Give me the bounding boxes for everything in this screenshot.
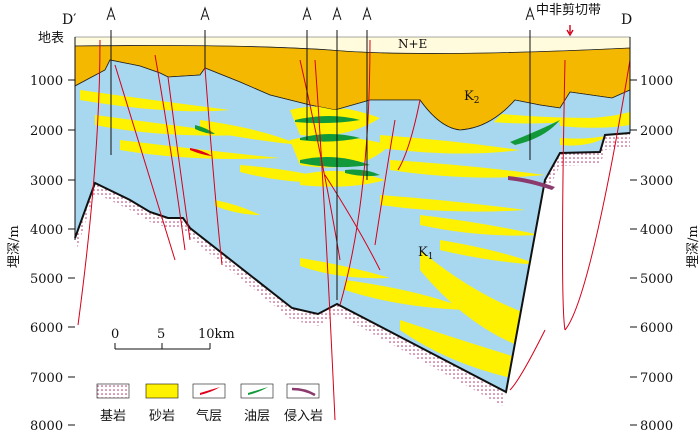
right-depth-ticks: 1000 2000 3000 4000 5000 6000 7000 8000 (640, 74, 673, 434)
k1-basin (74, 59, 631, 393)
bedrock-band-left (75, 183, 506, 406)
tick-right-8000: 8000 (640, 419, 673, 434)
right-axis-title: 埋深/m (686, 225, 700, 268)
intrusion-icon (291, 387, 316, 397)
k2-unit-label: K2 (464, 89, 479, 106)
tick-right-5000: 5000 (640, 272, 673, 287)
tick-right-2000: 2000 (640, 124, 673, 139)
scale-tick-5: 5 (157, 327, 165, 342)
tick-right-4000: 4000 (640, 223, 673, 238)
tick-left-5000: 5000 (30, 272, 63, 287)
faults (77, 39, 631, 421)
tick-left-8000: 8000 (30, 419, 63, 434)
legend-swatch-sand (145, 383, 179, 399)
oil-layers (195, 116, 560, 177)
legend-label-intrusion: 侵入岩 (284, 408, 323, 424)
tick-right-3000: 3000 (640, 174, 673, 189)
tick-right-6000: 6000 (640, 321, 673, 336)
sand-lenses (80, 90, 630, 380)
legend-label-gas: 气层 (196, 408, 222, 424)
gas-layer (190, 148, 212, 156)
scale-bar (114, 343, 211, 350)
tick-left-4000: 4000 (30, 223, 63, 238)
tick-left-1000: 1000 (30, 74, 63, 89)
legend-swatch-bedrock (96, 383, 130, 399)
scale-tick-10km: 10km (198, 327, 235, 342)
left-depth-ticks: 1000 2000 3000 4000 5000 6000 7000 8000 (30, 74, 63, 434)
oil-icon (248, 387, 268, 395)
tick-right-7000: 7000 (640, 371, 673, 386)
legend-label-oil: 油层 (244, 409, 270, 424)
tick-right-1000: 1000 (640, 74, 673, 89)
legend-label-bedrock: 基岩 (100, 409, 126, 424)
fault-zone-label: 中非剪切带 (536, 2, 601, 18)
wells (106, 6, 535, 300)
intrusion-body (508, 176, 555, 190)
tick-left-7000: 7000 (30, 371, 63, 386)
scale-tick-0: 0 (111, 327, 119, 342)
tick-left-3000: 3000 (30, 174, 63, 189)
legend-label-sand: 砂岩 (149, 409, 175, 424)
right-section-label: D (621, 12, 632, 28)
axis-ticks (68, 79, 637, 426)
left-section-label: D′ (62, 12, 76, 28)
k1-unit-label: K1 (418, 245, 433, 262)
bedrock-band-right (545, 133, 630, 190)
gas-icon (200, 387, 220, 395)
left-axis-title: 埋深/m (7, 225, 22, 268)
ne-unit-label: N+E (398, 37, 427, 51)
tick-left-2000: 2000 (30, 124, 63, 139)
basement-boundary (74, 132, 631, 394)
fault-zone-arrow-icon (566, 25, 574, 37)
surface-label: 地表 (38, 31, 64, 46)
tick-left-6000: 6000 (30, 321, 63, 336)
